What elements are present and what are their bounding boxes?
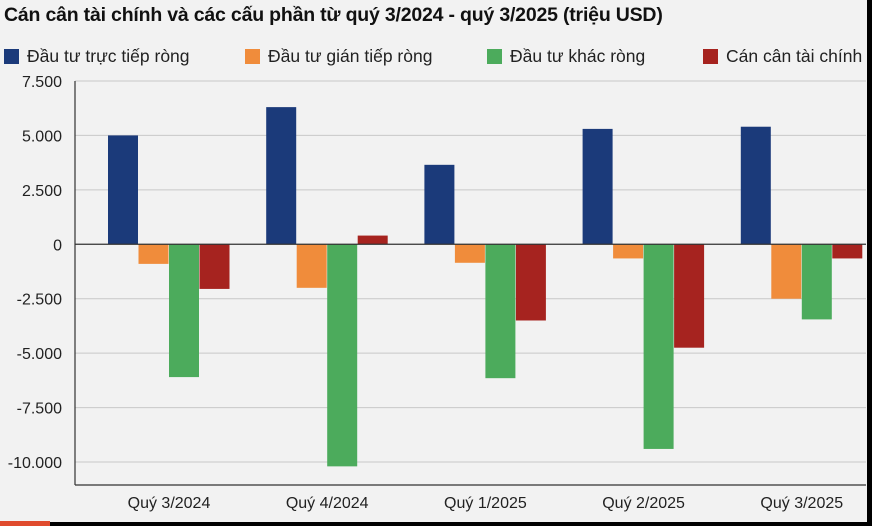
- y-axis-ticks: 7.500 5.000 2.500 0 -2.500 -5.000 -7.500 -10.00…: [8, 74, 62, 472]
- bar: [169, 244, 199, 378]
- y-tick-label: -7.500: [17, 401, 62, 418]
- legend-item-other-investment: Đầu tư khác ròng: [487, 44, 645, 68]
- bar: [485, 244, 516, 379]
- legend-swatch: [245, 48, 260, 64]
- bar: [515, 244, 546, 321]
- axes: [74, 81, 866, 486]
- bar: [674, 244, 705, 348]
- bar: [108, 135, 138, 245]
- gridlines: [75, 80, 866, 463]
- y-tick-label: -2.500: [17, 292, 62, 309]
- x-tick-label: Quý 2/2025: [602, 495, 685, 512]
- bar: [740, 126, 771, 245]
- legend-swatch: [4, 48, 19, 64]
- legend-item-financial-balance: Cán cân tài chính: [703, 44, 862, 68]
- x-tick-label: Quý 1/2025: [444, 495, 527, 512]
- legend-item-portfolio-investment: Đầu tư gián tiếp ròng: [245, 44, 432, 68]
- legend-label: Đầu tư khác ròng: [510, 45, 646, 66]
- bar: [266, 107, 297, 245]
- bar: [643, 244, 674, 449]
- chart-title: Cán cân tài chính và các cấu phần từ quý…: [4, 4, 663, 26]
- bar: [832, 244, 863, 259]
- bar: [582, 128, 613, 245]
- accent-strip: [0, 521, 50, 526]
- x-tick-label: Quý 3/2024: [128, 495, 211, 512]
- legend-label: Đầu tư gián tiếp ròng: [268, 45, 433, 66]
- bar: [199, 244, 230, 289]
- bar: [296, 244, 327, 288]
- y-tick-label: 0: [53, 237, 62, 254]
- bar: [454, 244, 485, 263]
- x-tick-label: Quý 4/2024: [286, 495, 369, 512]
- legend-item-direct-investment: Đầu tư trực tiếp ròng: [4, 44, 190, 68]
- y-tick-label: 5.000: [22, 128, 62, 145]
- x-tick-label: Quý 3/2025: [760, 495, 843, 512]
- legend-swatch: [487, 48, 502, 64]
- y-tick-label: -10.000: [8, 455, 62, 472]
- y-tick-label: 7.500: [22, 74, 62, 91]
- bar: [771, 244, 802, 299]
- bars: [108, 107, 863, 467]
- bar: [801, 244, 832, 320]
- y-tick-label: -5.000: [17, 346, 62, 363]
- x-axis-labels: Quý 3/2024 Quý 4/2024 Quý 1/2025 Quý 2/2025…: [128, 495, 844, 512]
- bar: [613, 244, 644, 259]
- y-tick-label: 2.500: [22, 183, 62, 200]
- bar: [357, 235, 388, 245]
- legend-label: Đầu tư trực tiếp ròng: [27, 45, 190, 66]
- bar: [327, 244, 358, 467]
- legend-swatch: [703, 48, 718, 64]
- legend-label: Cán cân tài chính: [726, 45, 863, 66]
- bar: [138, 244, 169, 264]
- bar: [424, 164, 455, 245]
